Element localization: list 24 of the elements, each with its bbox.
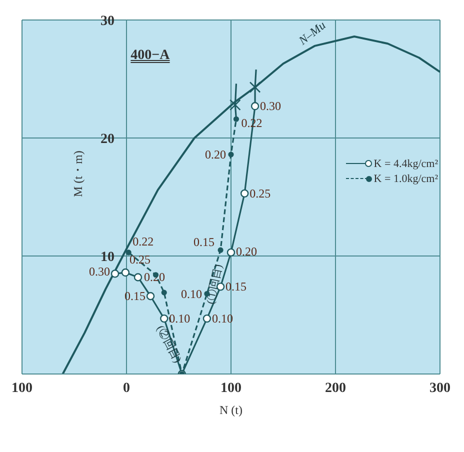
text: 400−A xyxy=(130,48,170,64)
legend-label: K = 4.4kg/cm² xyxy=(374,158,438,170)
x-tick-label: 200 xyxy=(325,380,346,396)
annotation: 0.30 xyxy=(89,264,110,279)
annotation: (②回目) xyxy=(154,323,185,366)
annotation: 0.22 xyxy=(132,234,154,248)
x-tick-label: 0 xyxy=(123,380,130,396)
x-tick-label: 100 xyxy=(12,380,32,396)
annotation: 0.15 xyxy=(226,280,247,294)
annotation: 0.10 xyxy=(169,312,190,326)
annotation: 0.25 xyxy=(129,252,150,267)
annotation: 0.30 xyxy=(260,99,282,114)
x-tick-label: 300 xyxy=(430,380,450,396)
x-axis-title: N (t) xyxy=(220,403,242,417)
annotation: 0.10 xyxy=(212,312,233,326)
annotation: 0.25 xyxy=(250,186,271,200)
y-axis-title: M (t・m) xyxy=(70,150,85,197)
annotation: 0.15 xyxy=(124,289,146,304)
x-tick-label: 100 xyxy=(220,380,242,396)
annotation: 0.20 xyxy=(236,244,257,258)
legend-label: K = 1.0kg/cm² xyxy=(374,173,438,185)
annotation: 0.20 xyxy=(205,148,226,162)
annotation: 0.10 xyxy=(180,286,202,301)
annotation: 0.15 xyxy=(194,235,215,250)
